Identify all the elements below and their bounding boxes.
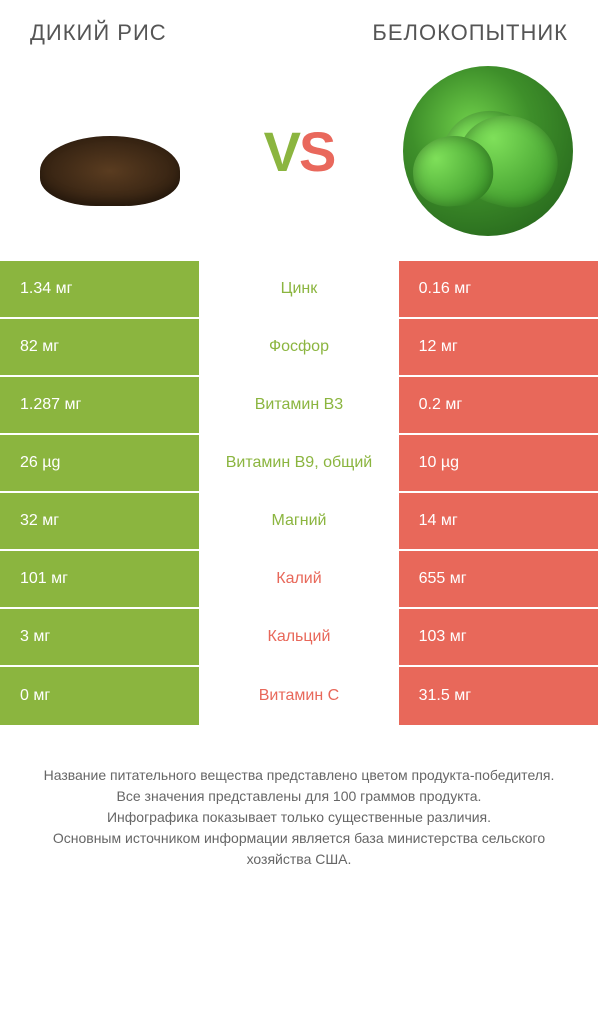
- right-food-image: [403, 66, 573, 236]
- nutrient-name: Фосфор: [199, 319, 398, 375]
- left-value: 82 мг: [0, 319, 199, 375]
- right-value: 0.16 мг: [399, 261, 598, 317]
- nutrient-name: Витамин B3: [199, 377, 398, 433]
- rice-pile-icon: [40, 136, 180, 206]
- vs-v: V: [264, 120, 299, 183]
- left-value: 101 мг: [0, 551, 199, 607]
- vs-row: VS: [0, 56, 598, 261]
- left-value: 3 мг: [0, 609, 199, 665]
- right-value: 0.2 мг: [399, 377, 598, 433]
- table-row: 1.34 мгЦинк0.16 мг: [0, 261, 598, 319]
- table-row: 101 мгКалий655 мг: [0, 551, 598, 609]
- left-value: 1.287 мг: [0, 377, 199, 433]
- left-value: 26 µg: [0, 435, 199, 491]
- table-row: 82 мгФосфор12 мг: [0, 319, 598, 377]
- right-value: 14 мг: [399, 493, 598, 549]
- table-row: 1.287 мгВитамин B30.2 мг: [0, 377, 598, 435]
- right-value: 10 µg: [399, 435, 598, 491]
- nutrient-name: Цинк: [199, 261, 398, 317]
- table-row: 3 мгКальций103 мг: [0, 609, 598, 667]
- table-row: 32 мгМагний14 мг: [0, 493, 598, 551]
- nutrient-name: Магний: [199, 493, 398, 549]
- nutrient-name: Калий: [199, 551, 398, 607]
- header-titles: ДИКИЙ РИС БЕЛОКОПЫТНИК: [0, 0, 598, 56]
- right-value: 31.5 мг: [399, 667, 598, 725]
- right-value: 103 мг: [399, 609, 598, 665]
- right-value: 655 мг: [399, 551, 598, 607]
- left-value: 0 мг: [0, 667, 199, 725]
- table-row: 0 мгВитамин C31.5 мг: [0, 667, 598, 725]
- left-food-title: ДИКИЙ РИС: [30, 20, 167, 46]
- nutrient-name: Витамин B9, общий: [199, 435, 398, 491]
- right-food-title: БЕЛОКОПЫТНИК: [372, 20, 568, 46]
- left-value: 32 мг: [0, 493, 199, 549]
- left-value: 1.34 мг: [0, 261, 199, 317]
- nutrient-table: 1.34 мгЦинк0.16 мг82 мгФосфор12 мг1.287 …: [0, 261, 598, 725]
- footer-notes: Название питательного вещества представл…: [0, 725, 598, 890]
- nutrient-name: Витамин C: [199, 667, 398, 725]
- right-value: 12 мг: [399, 319, 598, 375]
- vs-s: S: [299, 120, 334, 183]
- left-food-image: [25, 66, 195, 236]
- infographic-container: ДИКИЙ РИС БЕЛОКОПЫТНИК VS 1.34 мгЦинк0.1…: [0, 0, 598, 1024]
- vs-label: VS: [264, 119, 335, 184]
- footer-line: Все значения представлены для 100 граммо…: [20, 786, 578, 807]
- footer-line: Основным источником информации является …: [20, 828, 578, 870]
- footer-line: Инфографика показывает только существенн…: [20, 807, 578, 828]
- table-row: 26 µgВитамин B9, общий10 µg: [0, 435, 598, 493]
- footer-line: Название питательного вещества представл…: [20, 765, 578, 786]
- nutrient-name: Кальций: [199, 609, 398, 665]
